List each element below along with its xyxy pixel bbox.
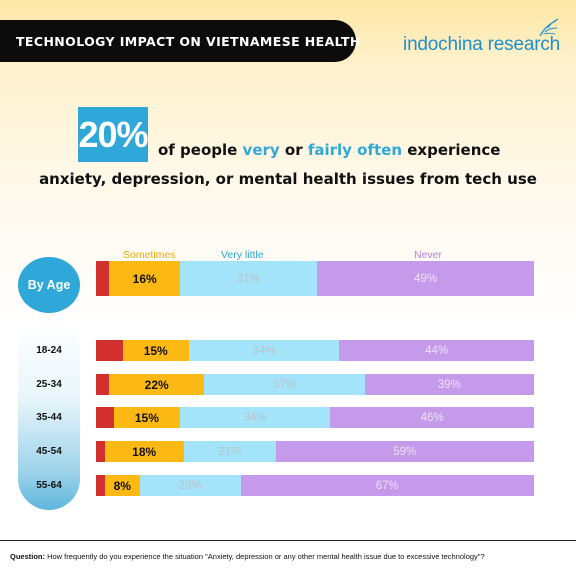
data-label: 34% — [243, 411, 267, 424]
age-column — [18, 320, 80, 510]
bar-segment-s-25-34: 22% — [109, 374, 205, 395]
data-label: 67% — [375, 479, 399, 492]
data-label: 18% — [132, 444, 157, 459]
bar-segment-vfo-total — [96, 261, 110, 296]
data-label: 15% — [143, 343, 168, 358]
age-label-35-44: 35-44 — [36, 411, 62, 423]
age-label-45-54: 45-54 — [36, 445, 62, 457]
headline-line1: of people very or fairly often experienc… — [158, 141, 500, 159]
bar-segment-vfo-55-64 — [96, 475, 105, 496]
question-label: Question: — [10, 552, 45, 561]
headline-suffix: experience — [402, 141, 501, 159]
bar-segment-nv-35-44: 46% — [330, 407, 534, 428]
data-label: 49% — [414, 272, 438, 285]
bar-segment-nv-total: 49% — [317, 261, 534, 296]
bar-row-25-34: 22% 37% 39% — [96, 374, 534, 395]
data-label: 31% — [237, 272, 261, 285]
brand-logo: indochina research — [385, 18, 560, 60]
data-label: 34% — [252, 344, 276, 357]
age-label-18-24: 18-24 — [36, 344, 62, 356]
bar-segment-s-45-54: 18% — [104, 441, 184, 462]
data-label: 46% — [420, 411, 444, 424]
data-label: 21% — [218, 445, 242, 458]
headline-prefix: of people — [158, 141, 243, 159]
bar-segment-vfo-25-34 — [96, 374, 109, 395]
brand-name: indochina research — [403, 34, 560, 55]
title-banner: TECHNOLOGY IMPACT ON VIETNAMESE HEALTH — [0, 20, 360, 62]
data-label: 15% — [134, 410, 159, 425]
divider — [0, 540, 576, 541]
data-label: 44% — [425, 344, 449, 357]
data-label: 59% — [393, 445, 417, 458]
stat-highlight: 20% — [78, 107, 149, 162]
page-title: TECHNOLOGY IMPACT ON VIETNAMESE HEALTH — [16, 33, 361, 49]
legend-never: Never — [414, 249, 443, 261]
bar-segment-vfo-45-54 — [96, 441, 105, 462]
bar-segment-vl-45-54: 21% — [183, 441, 276, 462]
legend-sometimes: Sometimes — [123, 249, 176, 261]
bar-segment-vfo-35-44 — [96, 407, 114, 428]
bar-row-18-24: 15% 34% 44% — [96, 340, 534, 361]
bar-row-55-64: 8% 23% 67% — [96, 475, 534, 496]
by-age-badge: By Age — [18, 257, 80, 313]
age-label-55-64: 55-64 — [36, 479, 62, 491]
bar-segment-vfo-18-24 — [96, 340, 123, 361]
question-text: How frequently do you experience the sit… — [47, 552, 485, 561]
legend-very-little: Very little — [221, 249, 264, 261]
bar-segment-vl-25-34: 37% — [204, 374, 365, 395]
bar-segment-nv-55-64: 67% — [240, 475, 534, 496]
bar-row-35-44: 15% 34% 46% — [96, 407, 534, 428]
data-label: 16% — [132, 271, 157, 286]
bar-segment-s-18-24: 15% — [122, 340, 189, 361]
bar-row-45-54: 18% 21% 59% — [96, 441, 534, 462]
bar-segment-s-55-64: 8% — [104, 475, 140, 496]
highlight-fairly-often: fairly often — [307, 141, 403, 159]
headline-mid: or — [279, 141, 308, 159]
bar-segment-vl-55-64: 23% — [139, 475, 241, 496]
survey-question: Question: How frequently do you experien… — [10, 552, 485, 561]
bar-segment-vl-18-24: 34% — [188, 340, 340, 361]
data-label: 39% — [437, 378, 461, 391]
highlight-very: very — [242, 141, 280, 159]
bar-segment-s-total: 16% — [109, 261, 181, 296]
bar-segment-vl-35-44: 34% — [180, 407, 331, 428]
data-label: 23% — [178, 479, 202, 492]
data-label: 8% — [113, 478, 131, 493]
bar-segment-nv-45-54: 59% — [275, 441, 534, 462]
bar-segment-nv-18-24: 44% — [339, 340, 534, 361]
bar-row-total: 16% 31% 49% — [96, 261, 534, 296]
data-label: 22% — [144, 377, 169, 392]
age-label-25-34: 25-34 — [36, 378, 62, 390]
bar-segment-nv-25-34: 39% — [364, 374, 534, 395]
data-label: 37% — [273, 378, 297, 391]
bar-segment-vl-total: 31% — [180, 261, 318, 296]
headline-line2: anxiety, depression, or mental health is… — [39, 170, 537, 188]
bar-segment-s-35-44: 15% — [113, 407, 181, 428]
leaf-logo-icon — [539, 18, 559, 37]
